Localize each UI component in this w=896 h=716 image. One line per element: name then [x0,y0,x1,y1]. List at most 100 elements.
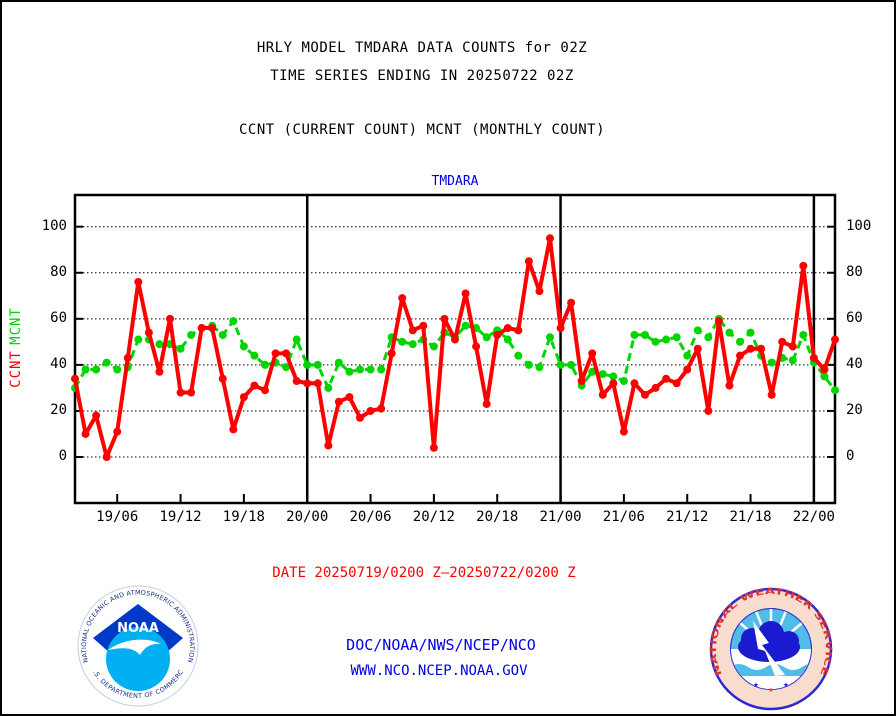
ccnt-point [356,413,364,422]
mcnt-point [345,367,354,376]
mcnt-point [218,330,227,339]
mcnt-point [588,367,597,376]
nws-star-right-icon: ★ [783,680,789,690]
ccnt-point [187,388,196,397]
ccnt-point [788,342,797,351]
ccnt-point [693,344,702,353]
mcnt-point [546,333,554,342]
ccnt-point [482,400,491,409]
ccnt-point [651,383,660,392]
nws-logo: NATIONAL WEATHER SERVICE ★ ★ ★ [709,587,833,711]
url-label: WWW.NCO.NCEP.NOAA.GOV [350,663,528,679]
mcnt-point [567,360,576,369]
mcnt-point [292,335,301,344]
ccnt-point [345,393,354,402]
mcnt-point [176,344,185,353]
ccnt-point [714,317,723,326]
ccnt-point [398,294,407,303]
ccnt-point [261,386,269,395]
mcnt-point [693,326,702,335]
mcnt-point [831,386,839,395]
ccnt-point [630,379,639,388]
mcnt-point [630,330,639,339]
nws-star-center-icon: ★ [768,685,774,695]
ccnt-point [503,324,512,333]
ccnt-point [166,314,174,323]
ccnt-point [757,344,766,353]
ccnt-point [641,390,649,399]
ccnt-point [662,374,671,383]
noaa-sea-circle [106,627,170,691]
ccnt-point [556,324,565,333]
mcnt-point [239,342,248,351]
ccnt-point [229,425,238,434]
ccnt-point [313,379,322,388]
ccnt-point [176,388,185,397]
ccnt-point [303,379,312,388]
ccnt-point [588,349,597,358]
ccnt-point [250,381,259,390]
ccnt-point [334,397,343,406]
mcnt-point [81,365,90,374]
ccnt-point [598,390,607,399]
ccnt-point [472,342,481,351]
ccnt-point [493,330,502,339]
mcnt-point [102,358,111,367]
mcnt-point [334,358,343,367]
ccnt-line [73,236,837,459]
mcnt-point [155,340,164,349]
ccnt-point [292,377,301,386]
ccnt-point [736,351,744,360]
mcnt-point [535,363,544,372]
ccnt-point [419,321,428,330]
mcnt-point [187,330,196,339]
mcnt-point [503,335,512,344]
ccnt-point [71,374,79,383]
chart-title: TMDARA [431,174,479,189]
ccnt-point [282,349,291,358]
ccnt-point [155,367,164,376]
ccnt-point [92,411,101,420]
mcnt-point [683,351,692,360]
page-title: HRLY MODEL TMDARA DATA COUNTS for 02Z [256,40,588,56]
ccnt-point [324,441,333,450]
mcnt-point [746,328,755,337]
ccnt-point [408,326,417,335]
ccnt-point [778,337,787,346]
ccnt-point [809,353,818,362]
mcnt-point [662,335,671,344]
page-subtitle: TIME SERIES ENDING IN 20250722 02Z [270,68,574,84]
mcnt-point [799,330,808,339]
mcnt-point [704,333,713,342]
ccnt-point [672,379,681,388]
ccnt-point [440,314,449,323]
mcnt-point [366,365,375,374]
ccnt-point [683,365,692,374]
mcnt-point [514,351,523,360]
ccnt-point [387,349,396,358]
ccnt-point [725,381,734,390]
y-axis-label-ccnt: CCNT [8,350,24,388]
mcnt-point [767,358,776,367]
ccnt-point [81,429,90,438]
ccnt-point [366,406,375,415]
plot-border [73,193,837,505]
ccnt-point [619,427,628,436]
ccnt-point [461,289,470,298]
mcnt-point [556,360,565,369]
ccnt-point [451,335,459,344]
nws-lightning-icon [753,621,785,676]
mcnt-point [619,377,628,386]
mcnt-point [356,365,364,374]
ccnt-point [113,427,122,436]
mcnt-point [429,342,438,351]
mcnt-point [788,356,797,365]
mcnt-point [282,363,291,372]
ccnt-point [239,393,248,402]
mcnt-point [482,333,491,342]
nws-water [731,664,811,679]
ccnt-point [123,353,132,362]
mcnt-point [408,340,417,349]
ccnt-point [567,298,576,307]
